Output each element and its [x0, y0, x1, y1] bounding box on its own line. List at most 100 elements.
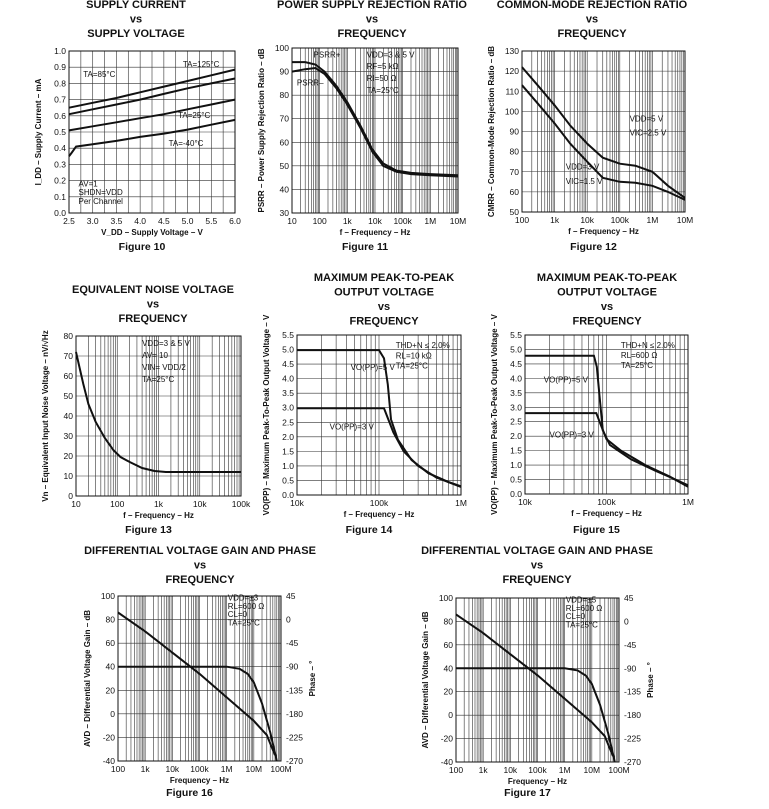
x-axis-label: V_DD – Supply Voltage – V: [101, 228, 203, 237]
chart-annotation: TA=25°C: [396, 361, 428, 370]
x-tick-label: 100: [111, 764, 125, 774]
x-tick-label: 2.5: [63, 216, 75, 226]
series-line-1: [521, 66, 686, 199]
chart-annotation: RL=10 kΩ: [396, 351, 432, 360]
y-tick-label: 40: [444, 663, 454, 673]
x-tick-label: 1k: [141, 764, 151, 774]
y-tick-label: 5.5: [510, 330, 522, 340]
chart-f16: DIFFERENTIAL VOLTAGE GAIN AND PHASE vs FRE…: [83, 545, 317, 799]
y2-tick-label: -90: [624, 663, 637, 673]
chart-annotation: RL=600 Ω: [566, 604, 602, 613]
y-tick-label: 4.5: [282, 359, 294, 369]
series-line-1: [455, 613, 614, 757]
y-axis-label: VO(PP) – Maximum Peak-To-Peak Output Vol…: [490, 314, 499, 515]
plot-frame: [521, 50, 686, 213]
y-tick-label: 3.5: [510, 388, 522, 398]
series-line-2: [525, 412, 689, 488]
y2-tick-label: 45: [624, 593, 634, 603]
chart-annotation: VDD=±3: [228, 594, 259, 603]
y-tick-label: 50: [280, 161, 290, 171]
series-line-1: [292, 61, 459, 177]
chart-annotation: TA=25°C: [178, 111, 210, 120]
x-axis-label: Frequency – Hz: [508, 777, 567, 786]
y2-axis-label: Phase – °: [308, 661, 317, 697]
x-tick-label: 100k: [232, 499, 251, 509]
y-tick-label: 70: [510, 167, 520, 177]
x-tick-label: 10: [287, 216, 297, 226]
y-tick-label: 0.8: [54, 78, 66, 88]
chart-title-line: vs: [586, 14, 598, 26]
y-tick-label: 30: [280, 208, 290, 218]
y-tick-label: 70: [64, 351, 74, 361]
chart-title-line: SUPPLY CURRENT: [86, 0, 186, 11]
y-tick-label: 0: [110, 709, 115, 719]
chart-title-line: COMMON-MODE REJECTION RATIO: [497, 0, 688, 11]
y-tick-label: 0.4: [54, 143, 66, 153]
x-tick-label: 1M: [646, 215, 658, 225]
x-tick-label: 6.0: [229, 216, 241, 226]
y-tick-label: 0.5: [54, 127, 66, 137]
chart-annotation: TA=25°C: [367, 86, 399, 95]
y-tick-label: 40: [280, 184, 290, 194]
y-tick-label: 2.0: [282, 432, 294, 442]
chart-title-line: SUPPLY VOLTAGE: [87, 28, 184, 40]
chart-annotation: RL=600 Ω: [621, 351, 657, 360]
chart-title-line: DIFFERENTIAL VOLTAGE GAIN AND PHASE: [84, 545, 316, 557]
y-tick-label: 0.5: [510, 475, 522, 485]
plot-frame: [68, 50, 236, 214]
y2-tick-label: -90: [286, 662, 299, 672]
y-tick-label: 60: [106, 638, 116, 648]
y-tick-label: 60: [64, 371, 74, 381]
x-tick-label: 10: [71, 499, 81, 509]
x-tick-label: 10k: [193, 499, 207, 509]
y-tick-label: -20: [441, 734, 454, 744]
y-tick-label: 130: [505, 46, 519, 56]
chart-f12: COMMON-MODE REJECTION RATIO vs FREQUENCY 10…: [487, 0, 693, 253]
x-tick-label: 100k: [190, 764, 209, 774]
x-tick-label: 1k: [550, 215, 560, 225]
chart-annotation: VIN= VDD/2: [142, 363, 186, 372]
y2-tick-label: 0: [286, 615, 291, 625]
chart-title-line: MAXIMUM PEAK-TO-PEAK: [314, 272, 454, 284]
y-tick-label: 4.0: [282, 374, 294, 384]
y-axis-label: AVD – Differential Voltage Gain – dB: [83, 610, 92, 747]
y-tick-label: 4.5: [510, 359, 522, 369]
x-tick-label: 10M: [246, 764, 263, 774]
y-tick-label: 0.0: [510, 489, 522, 499]
figure-caption: Figure 16: [166, 787, 213, 799]
chart-annotation: TA=125°C: [183, 60, 220, 69]
plot-frame: [296, 334, 462, 496]
series-line-2: [68, 77, 236, 116]
chart-annotation: RF=5 kΩ: [367, 62, 399, 71]
y2-tick-label: -135: [624, 687, 641, 697]
x-tick-label: 1M: [455, 498, 467, 508]
series-line-2: [521, 84, 686, 201]
y-tick-label: 40: [64, 411, 74, 421]
chart-annotation: VDD=±5: [566, 596, 597, 605]
figure-caption: Figure 14: [346, 524, 393, 536]
x-tick-label: 1M: [221, 764, 233, 774]
x-tick-label: 10M: [677, 215, 694, 225]
figure-caption: Figure 13: [125, 524, 172, 536]
x-axis-label: f – Frequency – Hz: [571, 509, 642, 518]
chart-title-line: EQUIVALENT NOISE VOLTAGE: [72, 284, 234, 296]
chart-annotation: PSRR–: [297, 79, 324, 88]
y-tick-label: 1.0: [510, 460, 522, 470]
figure-caption: Figure 12: [570, 241, 617, 253]
x-tick-label: 10M: [450, 216, 467, 226]
y-axis-label: CMRR – Common-Mode Rejection Ratio – dB: [487, 46, 496, 217]
y-tick-label: 0.0: [282, 490, 294, 500]
x-tick-label: 10k: [503, 765, 517, 775]
chart-title-line: OUTPUT VOLTAGE: [334, 287, 434, 299]
chart-annotation: CL=0: [566, 612, 586, 621]
y-tick-label: 3.5: [282, 388, 294, 398]
chart-annotation: VO(PP)=5 V: [351, 363, 396, 372]
y-tick-label: 0.6: [54, 111, 66, 121]
y2-tick-label: -225: [624, 734, 641, 744]
y-axis-label: PSRR – Power Supply Rejection Ratio – dB: [257, 48, 266, 212]
y-tick-label: 50: [64, 391, 74, 401]
x-tick-label: 100M: [608, 765, 629, 775]
figure-caption: Figure 10: [119, 241, 166, 253]
